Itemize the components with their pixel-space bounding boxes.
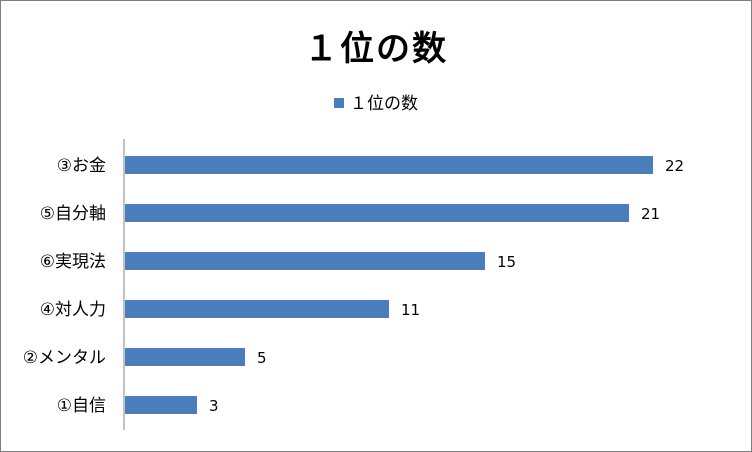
legend-label: １位の数 [350, 94, 418, 114]
data-label: 3 [209, 397, 219, 415]
legend-swatch [334, 98, 344, 108]
category-label: ④対人力 [40, 300, 106, 320]
category-label: ⑤自分軸 [40, 204, 106, 224]
category-label: ⑥実現法 [40, 252, 106, 272]
bar [125, 204, 629, 222]
category-label: ②メンタル [23, 348, 106, 368]
legend: １位の数 [1, 89, 751, 114]
data-label: 15 [497, 253, 516, 271]
data-label: 5 [257, 349, 267, 367]
bar [125, 348, 245, 366]
category-label: ③お金 [57, 156, 106, 176]
bar [125, 300, 389, 318]
chart-title: １位の数 [304, 29, 448, 69]
bar [125, 252, 485, 270]
data-label: 11 [401, 301, 420, 319]
category-label: ①自信 [57, 396, 106, 416]
bar [125, 396, 197, 414]
bar [125, 156, 653, 174]
data-label: 22 [665, 157, 684, 175]
data-label: 21 [641, 205, 660, 223]
